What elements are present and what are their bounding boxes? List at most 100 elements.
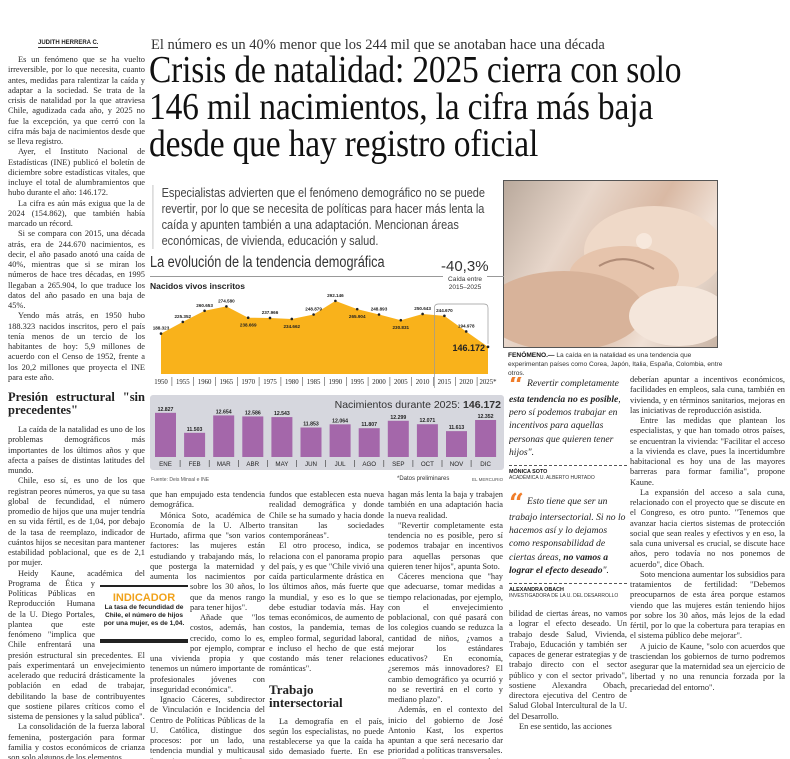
photo-illustration	[504, 206, 717, 347]
x-tick-label: 1990	[329, 379, 343, 386]
x-tick-label: 2020	[459, 379, 473, 386]
drop-percentage: -40,3%	[438, 258, 492, 275]
bar-label: 11.807	[361, 422, 377, 428]
month-label: JUN	[305, 461, 317, 468]
article-paragraph: deberían apuntar a incentivos económicos…	[630, 375, 785, 415]
kicker: El número es un 40% menor que los 244 mi…	[151, 37, 605, 53]
bar-label: 12.827	[158, 407, 174, 413]
quote-attribution-soto: MÓNICA SOTO ACADÉMICA U. ALBERTO HURTADO	[509, 465, 627, 481]
data-point	[312, 313, 315, 316]
x-tick-label: 1985	[307, 379, 321, 386]
month-bar	[416, 424, 438, 457]
article-paragraph: Cáceres menciona que "hay que adecuarse,…	[388, 572, 503, 704]
monthly-panel	[150, 395, 504, 470]
data-point	[421, 312, 424, 316]
data-label: 248.893	[371, 306, 388, 311]
article-paragraph: hagan más lenta la baja y trabajen tambi…	[388, 490, 503, 520]
month-label: OCT	[421, 461, 434, 468]
bar-label: 12.071	[419, 418, 435, 424]
x-tick-label: 1950	[154, 379, 168, 386]
births-area	[161, 300, 488, 374]
bar-label: 12.654	[216, 409, 232, 415]
x-tick-label: 1965	[220, 379, 234, 386]
article-paragraph: En ese sentido, las acciones	[519, 721, 612, 731]
article-column-6: deberían apuntar a incentivos económicos…	[630, 375, 785, 759]
caption-text: La caída en la natalidad es una tendenci…	[508, 352, 723, 377]
x-tick-label: 2000	[372, 379, 386, 386]
data-label: 260.653	[196, 303, 213, 308]
month-label: JUL	[335, 461, 347, 468]
article-paragraph: Es un fenómeno que se ha vuelto irrevers…	[8, 55, 145, 146]
month-label: ENE	[159, 461, 172, 468]
month-bar	[300, 427, 322, 457]
x-tick-label: 2015	[438, 379, 452, 386]
article-paragraph: A juicio de Kaune, "solo con acuerdos qu…	[630, 641, 785, 692]
deck: Especialistas advierten que el fenómeno …	[152, 185, 497, 249]
article-paragraph: El otro proceso, indica, se relaciona co…	[269, 541, 384, 674]
data-point	[334, 299, 337, 303]
x-tick-label: 2010	[416, 379, 430, 386]
article-column-5: bilidad de ciertas áreas, no vamos a log…	[509, 609, 627, 732]
chart-subtitle: Nacidos vivos inscritos	[150, 281, 245, 291]
chart-title-rule	[150, 276, 504, 277]
article-column-1: Es un fenómeno que se ha vuelto irrevers…	[8, 55, 145, 759]
quotes-column: “Revertir completamente esta tendencia n…	[509, 377, 627, 759]
births-chart: 188.323 1950 225.352 1955 260.653 1960 274.580…	[150, 293, 504, 470]
indicator-box: INDICADOR La tasa de fecundidad de Chile…	[100, 585, 188, 643]
article-paragraph: Mónica Soto, académica de Economía de la…	[150, 510, 265, 612]
data-label: 238.669	[240, 323, 257, 328]
data-point	[377, 313, 381, 316]
article-paragraph: "Esto tiene que ser un trabajo intersect…	[388, 757, 503, 759]
bar-label: 11.853	[303, 422, 319, 428]
data-point	[399, 318, 403, 322]
data-point	[355, 307, 359, 311]
article-paragraph: Ayer, el Instituto Nacional de Estadísti…	[8, 147, 145, 198]
chart-brand: EL MERCURIO	[472, 477, 504, 482]
article-paragraph: Yendo más atrás, en 1950 hubo 188.323 na…	[8, 311, 145, 382]
article-paragraph: La expansión del acceso a sala cuna, rel…	[630, 487, 785, 569]
x-tick-label: 2005	[394, 379, 408, 386]
data-label: 146.172	[452, 343, 485, 353]
month-bar	[242, 416, 264, 457]
photo-caption: FENÓMENO.— La caída en la natalidad es u…	[508, 351, 723, 378]
article-paragraph: Soto menciona aumentar los subsidios par…	[630, 569, 785, 641]
month-label: AGO	[362, 461, 376, 468]
x-tick-label: 1955	[176, 379, 190, 386]
bar-label: 11.503	[187, 427, 203, 433]
data-label: 234.662	[283, 324, 300, 329]
article-paragraph: Entre las medidas que plantean los espec…	[630, 416, 785, 487]
article-paragraph: La demografía en el país, según los espe…	[269, 716, 384, 759]
data-point	[464, 330, 468, 333]
data-label: 274.580	[218, 298, 235, 303]
data-point	[443, 314, 446, 318]
data-point	[159, 332, 163, 335]
byline: JUDITH HERRERA C.	[38, 40, 99, 48]
article-paragraph: Añade que "los costos, además, han creci…	[150, 613, 265, 694]
x-tick-label: 1960	[198, 379, 212, 386]
month-bar	[213, 415, 235, 457]
bar-label: 12.299	[390, 415, 406, 421]
article-paragraph: La consolidación de la fuerza laboral fe…	[8, 722, 145, 759]
chart-source: Fuente: Deis Minsal e INE	[151, 477, 210, 483]
article-paragraph: que han empujado esta tendencia demográf…	[150, 490, 265, 510]
data-label: 230.831	[392, 325, 409, 330]
x-tick-label: 1995	[350, 379, 364, 386]
data-label: 292.146	[327, 293, 344, 298]
month-label: FEB	[189, 461, 201, 468]
indicator-text: La tasa de fecundidad de Chile, el númer…	[103, 604, 185, 627]
baby-hand-photo	[503, 180, 718, 348]
subheading-trabajo: Trabajo intersectorial	[269, 681, 343, 710]
bar-label: 11.613	[449, 425, 465, 431]
data-point	[290, 317, 294, 321]
bar-label: 12.064	[332, 418, 348, 424]
article-paragraph: bilidad de ciertas áreas, no vamos a log…	[509, 609, 627, 721]
data-label: 225.352	[174, 314, 191, 319]
data-point	[203, 309, 206, 313]
article-paragraph: La cifra es aún más exigua que la de 202…	[8, 198, 145, 229]
data-label: 188.323	[153, 326, 170, 331]
data-label: 237.966	[262, 310, 279, 315]
data-point	[225, 305, 228, 308]
bar-label: 12.543	[274, 411, 290, 417]
subheading-presion: Presión estructural "sin precedentes"	[8, 390, 145, 417]
data-point	[486, 345, 490, 349]
